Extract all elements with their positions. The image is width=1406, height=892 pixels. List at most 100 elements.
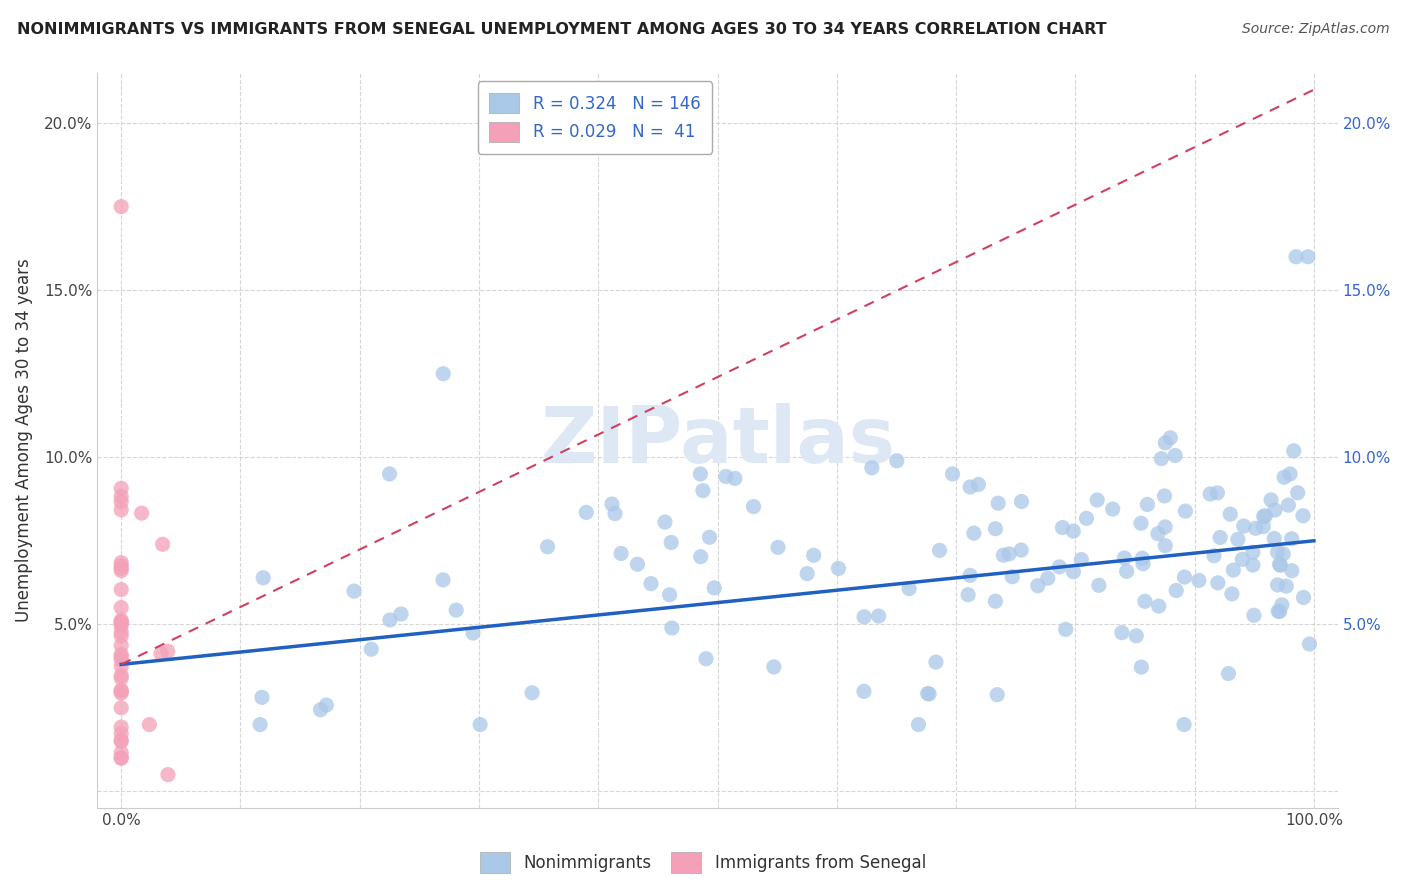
Point: [1253, 519, 1275, 533]
Point: [724, 471, 747, 485]
Point: [658, 588, 681, 602]
Point: [1220, 587, 1243, 601]
Point: [1147, 599, 1170, 613]
Point: [110, 671, 132, 685]
Point: [110, 733, 132, 747]
Point: [1154, 520, 1177, 534]
Point: [152, 537, 174, 551]
Point: [1298, 637, 1320, 651]
Point: [1166, 583, 1188, 598]
Point: [803, 549, 825, 563]
Point: [654, 515, 676, 529]
Point: [110, 561, 132, 575]
Point: [1150, 451, 1173, 466]
Point: [1159, 431, 1181, 445]
Point: [110, 613, 132, 627]
Point: [110, 751, 132, 765]
Point: [1164, 449, 1187, 463]
Point: [131, 506, 153, 520]
Point: [986, 688, 1008, 702]
Point: [432, 367, 454, 381]
Point: [640, 576, 662, 591]
Point: [1286, 485, 1309, 500]
Point: [827, 561, 849, 575]
Point: [110, 751, 132, 765]
Point: [110, 629, 132, 643]
Point: [1147, 526, 1170, 541]
Point: [520, 686, 543, 700]
Point: [692, 483, 714, 498]
Point: [110, 639, 132, 653]
Point: [1088, 578, 1111, 592]
Point: [1267, 578, 1289, 592]
Point: [110, 684, 132, 698]
Point: [110, 200, 132, 214]
Point: [1130, 551, 1153, 566]
Point: [600, 497, 623, 511]
Point: [360, 642, 382, 657]
Point: [1062, 524, 1084, 538]
Point: [1026, 579, 1049, 593]
Point: [1052, 520, 1074, 534]
Point: [1085, 493, 1108, 508]
Text: ZIPatlas: ZIPatlas: [540, 402, 896, 478]
Point: [1282, 443, 1305, 458]
Point: [1271, 598, 1294, 612]
Point: [1001, 570, 1024, 584]
Point: [1296, 250, 1319, 264]
Point: [1173, 717, 1195, 731]
Point: [762, 660, 785, 674]
Point: [309, 703, 332, 717]
Point: [610, 546, 633, 560]
Point: [957, 588, 980, 602]
Point: [659, 535, 682, 549]
Point: [1206, 486, 1229, 500]
Point: [796, 566, 818, 581]
Point: [110, 701, 132, 715]
Point: [1174, 504, 1197, 518]
Point: [1202, 549, 1225, 563]
Point: [984, 594, 1007, 608]
Point: [1218, 666, 1240, 681]
Point: [928, 543, 950, 558]
Y-axis label: Unemployment Among Ages 30 to 34 years: Unemployment Among Ages 30 to 34 years: [15, 259, 32, 623]
Point: [110, 686, 132, 700]
Point: [110, 615, 132, 629]
Text: NONIMMIGRANTS VS IMMIGRANTS FROM SENEGAL UNEMPLOYMENT AMONG AGES 30 TO 34 YEARS : NONIMMIGRANTS VS IMMIGRANTS FROM SENEGAL…: [17, 22, 1107, 37]
Point: [703, 581, 725, 595]
Point: [110, 720, 132, 734]
Point: [742, 500, 765, 514]
Point: [315, 698, 337, 712]
Point: [110, 490, 132, 504]
Point: [898, 582, 921, 596]
Point: [907, 717, 929, 731]
Point: [1206, 575, 1229, 590]
Point: [925, 655, 948, 669]
Point: [378, 467, 401, 481]
Point: [967, 477, 990, 491]
Point: [149, 647, 172, 661]
Point: [714, 469, 737, 483]
Point: [110, 659, 132, 673]
Point: [1115, 565, 1137, 579]
Point: [918, 687, 941, 701]
Legend: Nonimmigrants, Immigrants from Senegal: Nonimmigrants, Immigrants from Senegal: [474, 846, 932, 880]
Point: [110, 582, 132, 597]
Point: [461, 626, 484, 640]
Point: [378, 613, 401, 627]
Point: [110, 481, 132, 495]
Point: [1154, 435, 1177, 450]
Point: [110, 503, 132, 517]
Point: [110, 668, 132, 682]
Point: [1264, 503, 1286, 517]
Point: [852, 684, 875, 698]
Point: [1254, 508, 1277, 523]
Point: [1153, 489, 1175, 503]
Point: [1054, 623, 1077, 637]
Point: [1268, 557, 1291, 571]
Point: [984, 522, 1007, 536]
Point: [110, 726, 132, 740]
Point: [468, 717, 491, 731]
Point: [1036, 571, 1059, 585]
Point: [1101, 502, 1123, 516]
